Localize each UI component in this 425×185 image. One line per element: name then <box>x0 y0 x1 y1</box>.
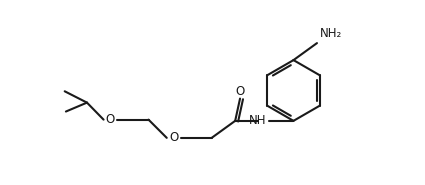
Text: O: O <box>169 131 178 144</box>
Text: NH₂: NH₂ <box>320 27 342 40</box>
Text: NH: NH <box>249 114 267 127</box>
Text: O: O <box>106 113 115 126</box>
Text: O: O <box>235 85 245 98</box>
